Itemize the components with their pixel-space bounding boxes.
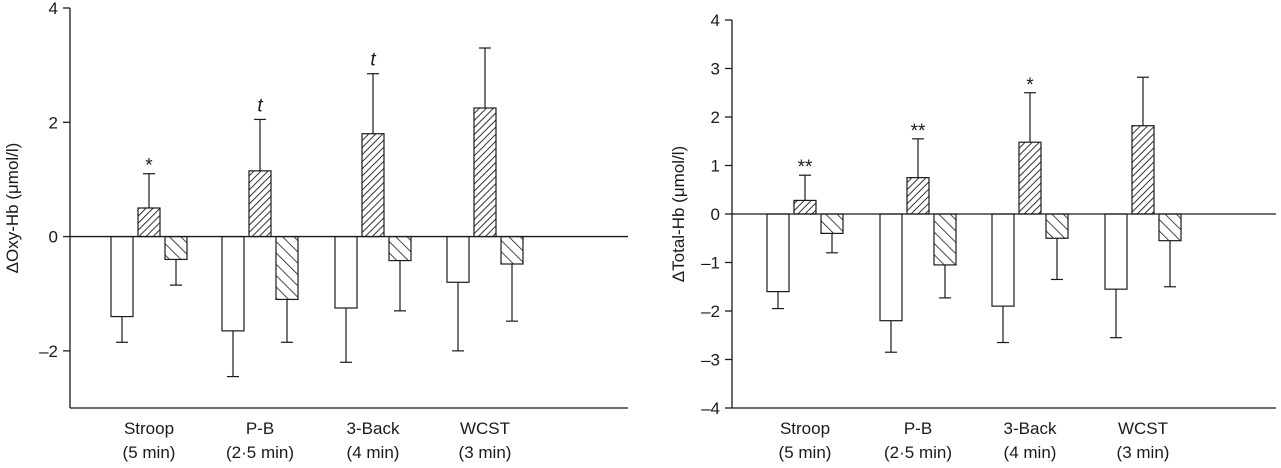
y-tick-label: –2 <box>39 342 58 361</box>
y-axis-title: ΔTotal-Hb (μmol/l) <box>669 146 688 282</box>
x-category-label: WCST <box>1118 419 1168 438</box>
bar <box>1158 213 1182 242</box>
significance-label: * <box>1026 75 1034 96</box>
y-tick-label: 3 <box>711 60 720 79</box>
x-category-sublabel: (3 min) <box>1117 443 1170 462</box>
significance-label: t <box>257 95 263 116</box>
bar <box>137 207 161 238</box>
significance-label: t <box>370 50 376 71</box>
bar <box>275 235 299 301</box>
significance-label: * <box>145 156 153 177</box>
y-tick-label: 0 <box>49 228 58 247</box>
x-category-label: Stroop <box>124 419 174 438</box>
bar <box>879 213 903 322</box>
bar <box>110 235 134 318</box>
bar <box>446 235 470 283</box>
x-category-label: 3-Back <box>1004 419 1057 438</box>
bar <box>820 213 844 234</box>
significance-label: ** <box>798 157 813 178</box>
x-category-sublabel: (2·5 min) <box>226 443 294 462</box>
y-tick-label: 4 <box>49 0 58 18</box>
x-category-sublabel: (2·5 min) <box>884 443 952 462</box>
bar <box>1104 213 1128 290</box>
x-category-label: 3-Back <box>347 419 400 438</box>
x-category-label: WCST <box>460 419 510 438</box>
oxy-hb-chart: –2 0 2 4 ΔOxy-Hb (μmol/l) * t t Stroop (5 min) P-B… <box>3 0 628 462</box>
y-tick-label: –4 <box>701 399 720 418</box>
x-category-sublabel: (5 min) <box>123 443 176 462</box>
bar <box>793 199 817 215</box>
bar <box>388 235 412 262</box>
x-category-sublabel: (3 min) <box>459 443 512 462</box>
bar <box>500 235 524 265</box>
bar <box>164 235 188 261</box>
bar <box>906 177 930 215</box>
bar <box>1045 213 1069 239</box>
x-category-sublabel: (4 min) <box>347 443 400 462</box>
y-tick-label: 2 <box>49 113 58 132</box>
x-category-sublabel: (5 min) <box>779 443 832 462</box>
bar <box>334 235 358 309</box>
y-tick-label: 1 <box>711 157 720 176</box>
y-tick-label: –2 <box>701 302 720 321</box>
x-category-label: P-B <box>904 419 932 438</box>
y-tick-label: 0 <box>711 205 720 224</box>
bar <box>473 107 497 238</box>
bar <box>221 235 245 332</box>
bar <box>991 213 1015 307</box>
x-category-label: P-B <box>246 419 274 438</box>
y-tick-label: –1 <box>701 254 720 273</box>
bar <box>248 170 272 238</box>
significance-label: ** <box>911 121 926 142</box>
bar <box>766 213 790 293</box>
bar <box>361 133 385 238</box>
y-axis-title: ΔOxy-Hb (μmol/l) <box>3 143 22 274</box>
x-category-sublabel: (4 min) <box>1004 443 1057 462</box>
y-tick-label: 4 <box>711 11 720 30</box>
bar <box>1131 125 1155 215</box>
bar <box>1018 141 1042 215</box>
bar <box>933 213 957 266</box>
x-category-label: Stroop <box>780 419 830 438</box>
y-tick-label: 2 <box>711 108 720 127</box>
y-tick-label: –3 <box>701 351 720 370</box>
